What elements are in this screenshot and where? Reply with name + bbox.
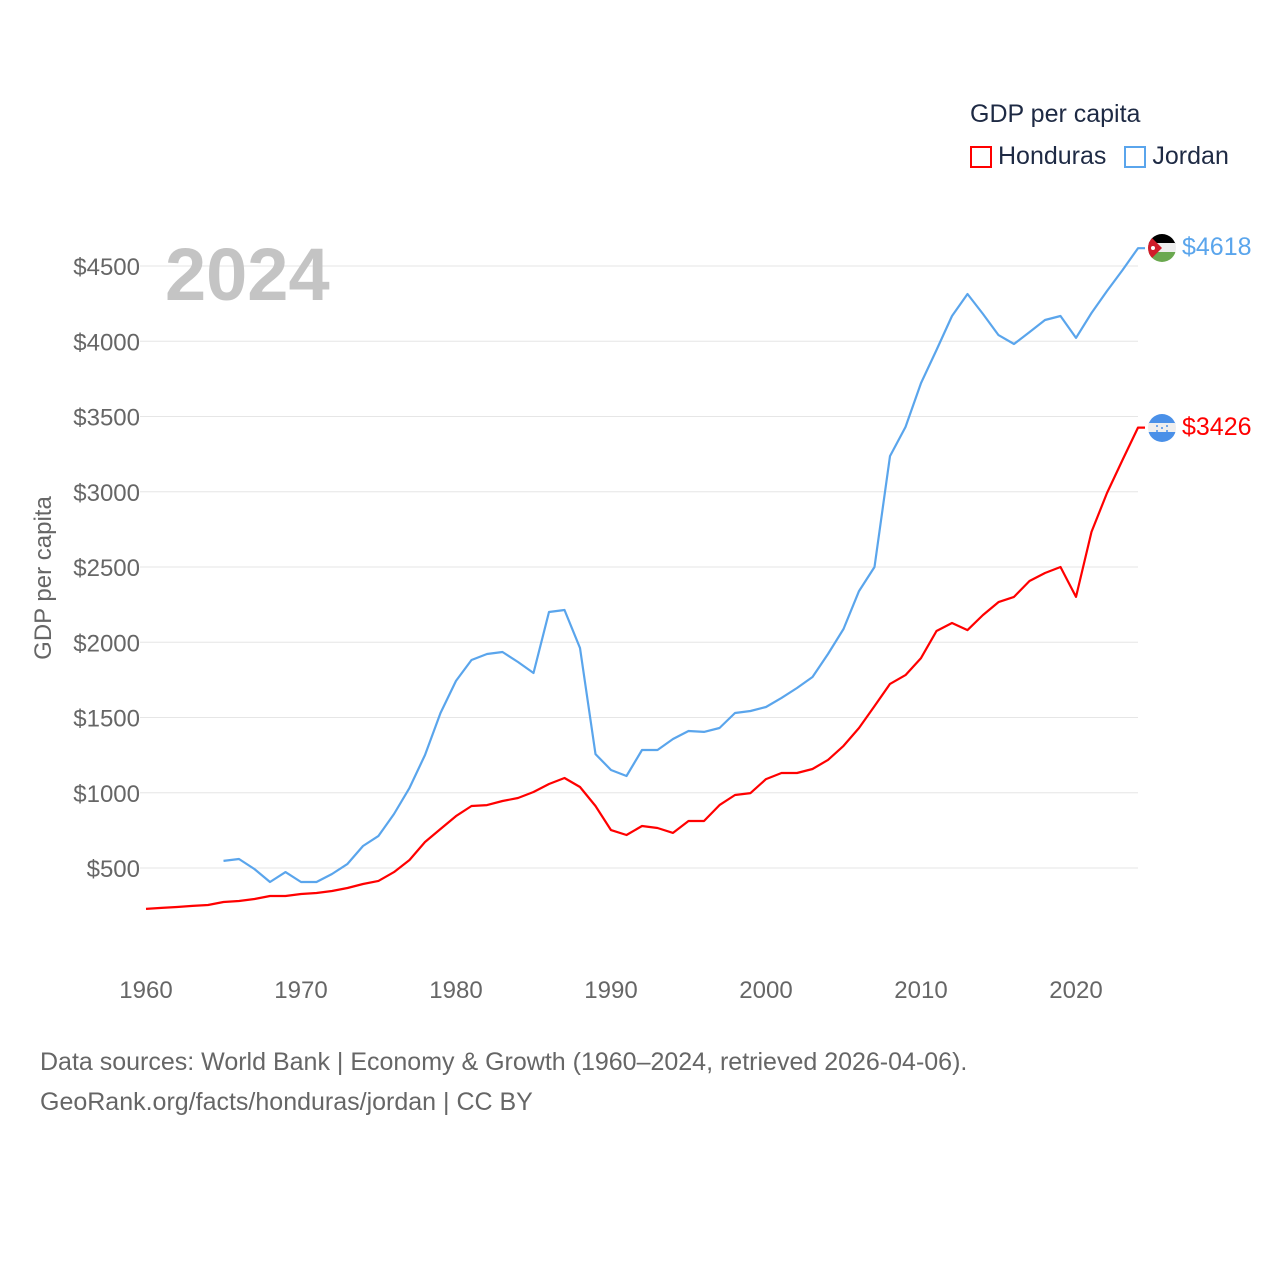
y-tick-label: $2500 xyxy=(73,555,140,582)
y-tick-label: $500 xyxy=(87,856,140,883)
honduras-flag-icon xyxy=(1148,414,1176,442)
y-tick-label: $3000 xyxy=(73,480,140,507)
y-tick-label: $1500 xyxy=(73,706,140,733)
series-line-honduras xyxy=(145,426,1145,910)
x-tick-label: 2000 xyxy=(739,977,792,1004)
year-watermark: 2024 xyxy=(165,233,330,316)
y-tick-label: $3500 xyxy=(73,405,140,432)
jordan-end-label: $4618 xyxy=(1182,233,1252,261)
footer: Data sources: World Bank | Economy & Gro… xyxy=(40,1042,967,1122)
legend-label-honduras: Honduras xyxy=(998,142,1107,170)
y-axis-label: GDP per capita xyxy=(30,496,57,660)
x-tick-label: 1960 xyxy=(119,977,172,1004)
legend-title: GDP per capita xyxy=(970,100,1141,128)
legend-label-jordan: Jordan xyxy=(1152,142,1229,170)
x-tick-label: 2020 xyxy=(1049,977,1102,1004)
jordan-flag-icon xyxy=(1148,234,1176,262)
jordan-swatch xyxy=(1124,145,1147,168)
honduras-swatch xyxy=(970,145,992,168)
x-tick-label: 1990 xyxy=(584,977,637,1004)
data-sources: Data sources: World Bank | Economy & Gro… xyxy=(40,1048,968,1076)
x-tick-label: 2010 xyxy=(894,977,947,1004)
y-tick-label: $4000 xyxy=(73,329,140,356)
source-link[interactable]: GeoRank.org/facts/honduras/jordan | CC B… xyxy=(40,1088,533,1116)
legend-item-honduras[interactable]: Honduras xyxy=(970,142,1106,171)
honduras-end-label: $3426 xyxy=(1182,413,1252,441)
y-tick-label: $2000 xyxy=(73,630,140,657)
series-line-jordan xyxy=(223,247,1145,884)
y-tick-label: $1000 xyxy=(73,781,140,808)
legend-item-jordan[interactable]: Jordan xyxy=(1124,142,1229,171)
x-tick-label: 1980 xyxy=(429,977,482,1004)
y-tick-label: $4500 xyxy=(73,254,140,281)
legend: Honduras Jordan xyxy=(970,142,1229,171)
x-tick-label: 1970 xyxy=(274,977,327,1004)
